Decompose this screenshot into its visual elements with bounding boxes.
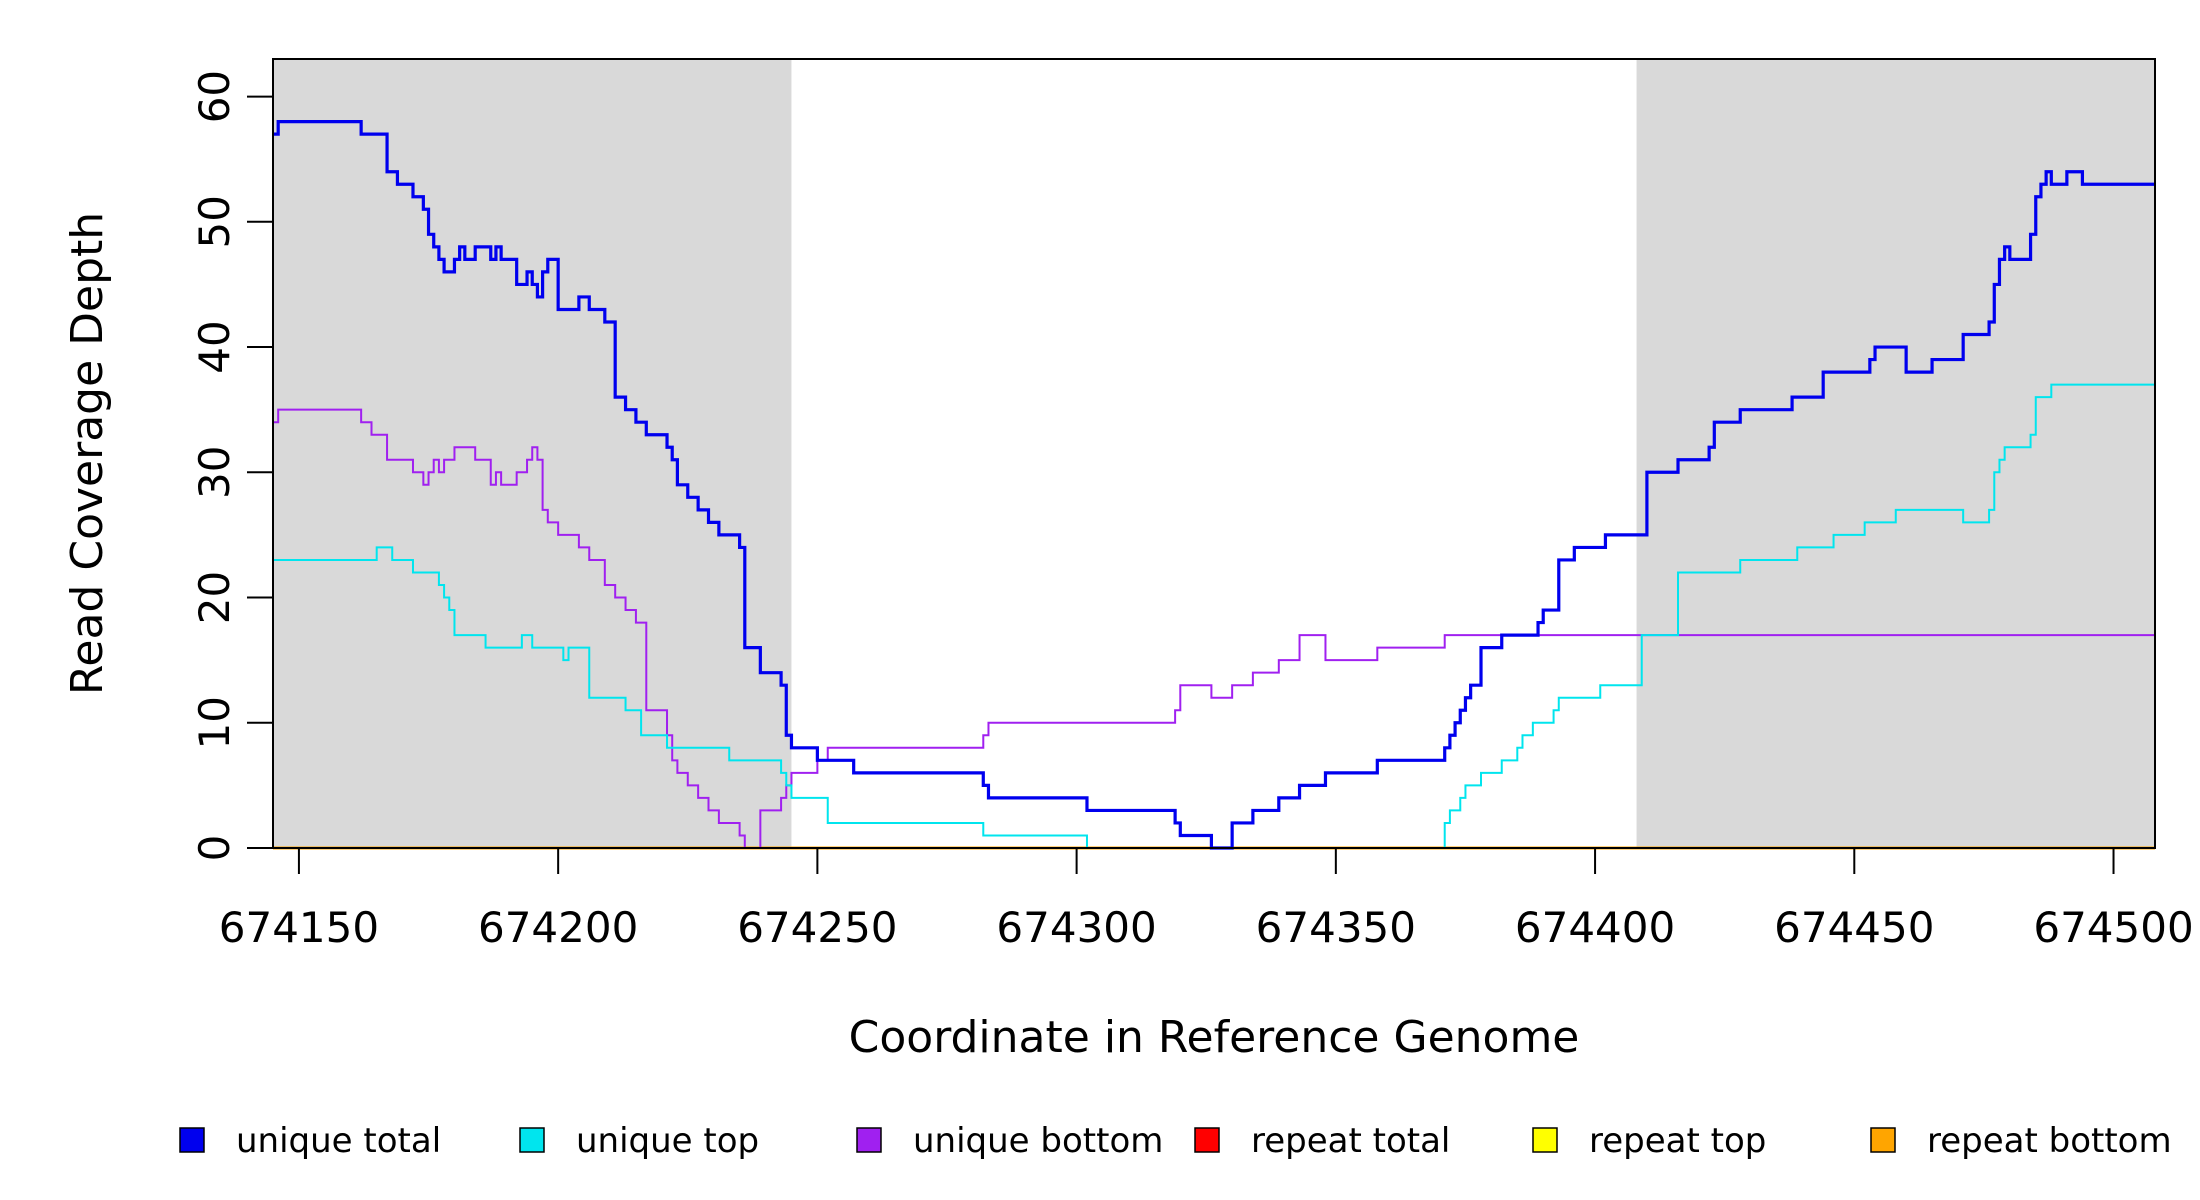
legend-label-repeat-top: repeat top bbox=[1589, 1121, 1766, 1161]
series-line-unique-top bbox=[273, 383, 2155, 849]
legend-swatch-repeat-bottom bbox=[1870, 1127, 1896, 1153]
y-tick-label: 20 bbox=[190, 571, 239, 624]
legend-swatch-repeat-total bbox=[1194, 1127, 1220, 1153]
x-tick-label: 674200 bbox=[478, 903, 638, 952]
x-axis: 674150 674200 674250 674300 674350 674400 6744… bbox=[219, 848, 2194, 952]
x-axis-title: Coordinate in Reference Genome bbox=[849, 1012, 1580, 1063]
y-tick-label: 50 bbox=[190, 195, 239, 248]
y-tick-label: 40 bbox=[190, 320, 239, 373]
legend-label-unique-top: unique top bbox=[576, 1121, 759, 1161]
x-tick-label: 674500 bbox=[2033, 903, 2193, 952]
series-line-unique-total bbox=[273, 120, 2155, 850]
x-tick-label: 674350 bbox=[1256, 903, 1416, 952]
plot-frame bbox=[272, 58, 2156, 849]
legend: unique total unique top unique bottom repea… bbox=[179, 1121, 2172, 1161]
x-tick-label: 674150 bbox=[219, 903, 379, 952]
y-axis: 0 10 20 30 40 50 60 bbox=[190, 70, 273, 862]
x-tick-label: 674250 bbox=[737, 903, 897, 952]
y-tick-label: 10 bbox=[190, 696, 239, 749]
legend-swatch-repeat-top bbox=[1532, 1127, 1558, 1153]
shaded-regions bbox=[273, 59, 2155, 848]
y-tick-label: 30 bbox=[190, 446, 239, 499]
legend-swatch-unique-total bbox=[179, 1127, 205, 1153]
shaded-region-2 bbox=[1636, 59, 2155, 848]
series-line-unique-bottom bbox=[273, 408, 2155, 849]
legend-label-repeat-total: repeat total bbox=[1251, 1121, 1450, 1161]
legend-swatch-unique-top bbox=[519, 1127, 545, 1153]
x-tick-label: 674300 bbox=[996, 903, 1156, 952]
y-tick-label: 60 bbox=[190, 70, 239, 123]
y-tick-label: 0 bbox=[190, 835, 239, 862]
legend-label-unique-total: unique total bbox=[236, 1121, 441, 1161]
legend-label-repeat-bottom: repeat bottom bbox=[1927, 1121, 2172, 1161]
y-axis-title: Read Coverage Depth bbox=[62, 212, 113, 695]
legend-swatch-unique-bottom bbox=[856, 1127, 882, 1153]
x-tick-label: 674400 bbox=[1515, 903, 1675, 952]
legend-label-unique-bottom: unique bottom bbox=[913, 1121, 1163, 1161]
x-tick-label: 674450 bbox=[1774, 903, 1934, 952]
